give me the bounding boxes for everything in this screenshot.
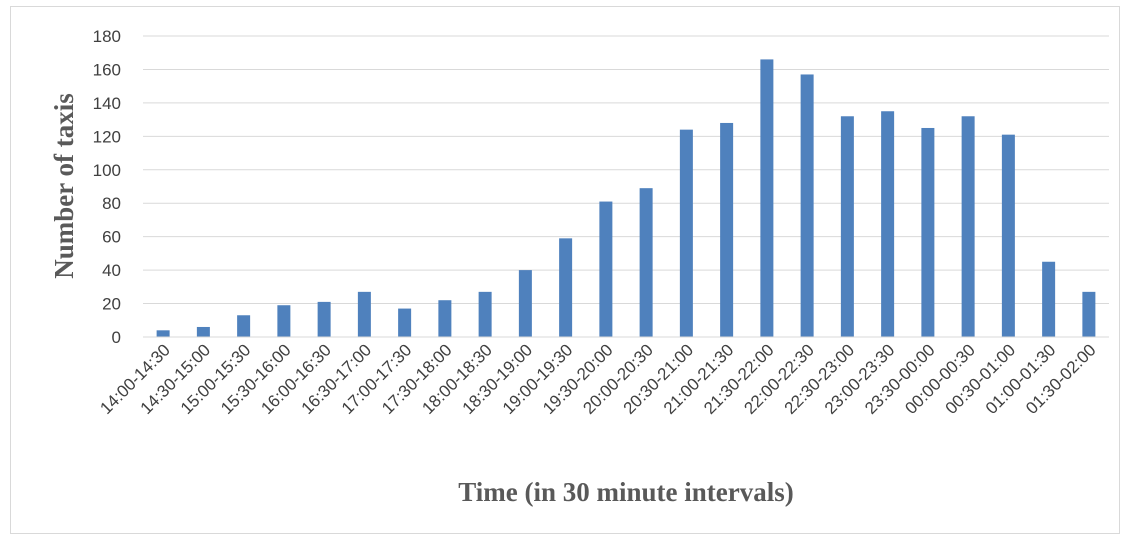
y-tick-label: 140	[93, 94, 121, 113]
bar-19:30-20:00	[599, 201, 613, 337]
bar-01:30-02:00	[1082, 291, 1096, 337]
y-tick-label: 60	[102, 228, 121, 247]
gridlines	[143, 35, 1109, 305]
y-tick-label: 20	[102, 295, 121, 314]
x-axis-title: Time (in 30 minute intervals)	[458, 477, 793, 507]
bar-22:30-23:00	[840, 116, 854, 338]
y-tick-label: 180	[93, 27, 121, 46]
y-tick-label: 100	[93, 161, 121, 180]
y-tick-label: 120	[93, 127, 121, 146]
bar-23:30-00:00	[921, 127, 935, 337]
bar-15:00-15:30	[237, 315, 251, 337]
bar-18:00-18:30	[478, 291, 492, 337]
x-axis-tick-labels: 14:00-14:3014:30-15:0015:00-15:3015:30-1…	[96, 340, 1099, 418]
bar-16:30-17:00	[357, 291, 371, 337]
bars	[156, 59, 1096, 338]
y-tick-label: 160	[93, 60, 121, 79]
y-axis-tick-labels: 0 20 40 60 80 100 120 140 160 180	[93, 27, 121, 347]
bar-14:30-15:00	[196, 326, 210, 337]
bar-16:00-16:30	[317, 301, 331, 337]
bar-00:00-00:30	[961, 116, 975, 338]
bar-14:00-14:30	[156, 330, 170, 337]
y-axis-title: Number of taxis	[49, 93, 79, 279]
y-tick-label: 0	[112, 328, 121, 347]
bar-01:00-01:30	[1042, 261, 1056, 337]
y-tick-label: 40	[102, 261, 121, 280]
bar-17:00-17:30	[398, 308, 412, 337]
y-tick-label: 80	[102, 194, 121, 213]
bar-20:00-20:30	[639, 188, 653, 337]
bar-21:30-22:00	[760, 59, 774, 338]
bar-18:30-19:00	[518, 270, 532, 337]
bar-19:00-19:30	[559, 238, 573, 337]
bar-20:30-21:00	[679, 129, 693, 337]
bar-23:00-23:30	[881, 111, 895, 337]
bar-15:30-16:00	[277, 305, 291, 337]
bar-00:30-01:00	[1001, 134, 1015, 337]
bar-21:00-21:30	[720, 122, 734, 337]
bar-17:30-18:00	[438, 300, 452, 337]
bar-22:00-22:30	[800, 74, 814, 337]
